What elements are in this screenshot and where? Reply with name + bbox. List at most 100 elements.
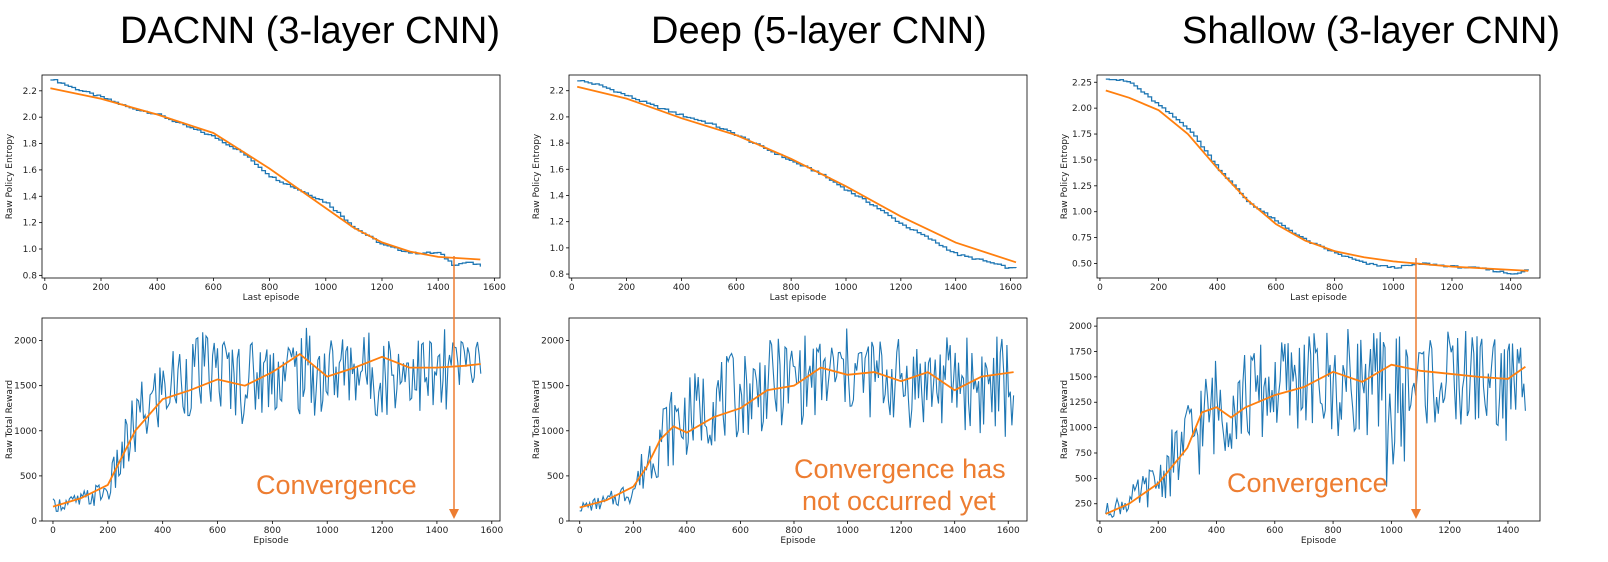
x-tick-label: 1000 xyxy=(316,526,339,536)
y-tick-label: 0 xyxy=(31,517,37,527)
x-tick-label: 400 xyxy=(149,283,166,293)
plot-area xyxy=(1096,74,1541,279)
convergence-arrow-dacnn-head xyxy=(449,509,459,519)
y-tick-label: 500 xyxy=(547,472,564,482)
x-tick-label: 1200 xyxy=(371,526,394,536)
x-tick-label: 800 xyxy=(783,283,800,293)
y-tick-label: 1.6 xyxy=(23,166,38,176)
y-tick-label: 1.8 xyxy=(550,139,565,149)
x-tick-label: 1000 xyxy=(836,526,859,536)
y-tick-label: 2000 xyxy=(14,337,37,347)
y-tick-label: 0.8 xyxy=(550,270,565,280)
y-axis-label: Raw Policy Entropy xyxy=(532,133,542,219)
y-tick-label: 500 xyxy=(20,472,37,482)
x-tick-label: 1000 xyxy=(1382,283,1405,293)
x-tick-label: 1200 xyxy=(1438,526,1461,536)
x-tick-label: 400 xyxy=(1208,526,1225,536)
series-smoothed-line xyxy=(576,85,1017,264)
x-tick-label: 1000 xyxy=(835,283,858,293)
y-axis-label: Raw Total Reward xyxy=(532,380,542,459)
charts-layer: 0 200 400 600 800 1000 1200 1400 1600 0.8 1.0 1.2 1.… xyxy=(5,74,1541,546)
series-raw-reward-line xyxy=(1105,328,1526,519)
series-smoothed-line xyxy=(52,352,481,508)
x-tick-label: 0 xyxy=(1097,283,1103,293)
y-tick-label: 2.0 xyxy=(23,113,38,123)
title-deep: Deep (5-layer CNN) xyxy=(651,10,987,52)
x-tick-label: 200 xyxy=(625,526,642,536)
y-tick-label: 2.2 xyxy=(23,87,37,97)
y-tick-label: 0.50 xyxy=(1072,260,1092,270)
x-tick-label: 1200 xyxy=(889,283,912,293)
y-tick-label: 1500 xyxy=(1069,373,1092,383)
x-tick-label: 0 xyxy=(1097,526,1103,536)
chart-deep-reward: 0 200 400 600 800 1000 1200 1400 1600 0 500 1000 150… xyxy=(532,317,1028,546)
y-axis-label: Raw Total Reward xyxy=(5,380,15,459)
x-axis-label: Last episode xyxy=(1290,293,1347,303)
y-tick-label: 2000 xyxy=(1069,322,1092,332)
annotation-dacnn: Convergence xyxy=(256,470,417,500)
y-tick-label: 1.2 xyxy=(23,219,37,229)
x-axis-label: Episode xyxy=(780,536,816,546)
y-tick-label: 0 xyxy=(558,517,564,527)
y-tick-label: 2000 xyxy=(541,337,564,347)
x-tick-label: 200 xyxy=(92,283,109,293)
x-axis-label: Last episode xyxy=(243,293,300,303)
y-tick-label: 1000 xyxy=(14,427,37,437)
annotation-shallow: Convergence xyxy=(1227,468,1388,498)
y-tick-label: 0.75 xyxy=(1072,234,1092,244)
x-tick-label: 1400 xyxy=(1499,283,1522,293)
x-tick-label: 1400 xyxy=(427,283,450,293)
y-axis-label: Raw Policy Entropy xyxy=(5,133,15,219)
y-tick-label: 1.8 xyxy=(23,140,38,150)
x-tick-label: 1000 xyxy=(1380,526,1403,536)
x-tick-label: 800 xyxy=(264,526,281,536)
y-tick-label: 1.0 xyxy=(23,245,38,255)
x-axis-label: Episode xyxy=(1301,536,1337,546)
x-tick-label: 1200 xyxy=(371,283,394,293)
y-tick-label: 1.4 xyxy=(550,191,565,201)
x-tick-label: 0 xyxy=(569,283,575,293)
x-tick-label: 1400 xyxy=(943,526,966,536)
x-tick-label: 1200 xyxy=(890,526,913,536)
x-tick-label: 600 xyxy=(205,283,222,293)
x-tick-label: 800 xyxy=(785,526,802,536)
x-tick-label: 200 xyxy=(618,283,635,293)
chart-deep-entropy: 0 200 400 600 800 1000 1200 1400 1600 0.8 1.0 1.2 1.… xyxy=(532,74,1028,303)
series-smoothed-line xyxy=(1105,363,1526,515)
y-tick-label: 1250 xyxy=(1069,398,1092,408)
y-tick-label: 0.8 xyxy=(23,271,38,281)
x-axis-label: Episode xyxy=(253,536,289,546)
x-tick-label: 1400 xyxy=(944,283,967,293)
series-smoothed-line xyxy=(50,87,481,261)
y-tick-label: 1000 xyxy=(1069,424,1092,434)
title-dacnn: DACNN (3-layer CNN) xyxy=(120,10,501,52)
x-tick-label: 200 xyxy=(1150,526,1167,536)
x-tick-label: 400 xyxy=(154,526,171,536)
x-tick-label: 0 xyxy=(50,526,56,536)
x-tick-label: 1400 xyxy=(425,526,448,536)
x-tick-label: 1200 xyxy=(1441,283,1464,293)
y-tick-label: 1.4 xyxy=(23,192,38,202)
x-tick-label: 1600 xyxy=(480,526,503,536)
x-tick-label: 400 xyxy=(1209,283,1226,293)
y-axis-label: Raw Total Reward xyxy=(1060,380,1070,459)
y-tick-label: 1.00 xyxy=(1072,208,1092,218)
y-tick-label: 500 xyxy=(1075,474,1092,484)
chart-shallow-reward: 0 200 400 600 800 1000 1200 1400 250 500 750 1000 12… xyxy=(1060,317,1541,546)
annotation-deep-line2: not occurred yet xyxy=(802,486,996,516)
x-tick-label: 1600 xyxy=(997,526,1020,536)
series-smoothed-line xyxy=(1105,89,1529,272)
x-tick-label: 1000 xyxy=(314,283,337,293)
y-tick-label: 1.2 xyxy=(550,218,564,228)
chart-shallow-entropy: 0 200 400 600 800 1000 1200 1400 0.50 0.75 1.00 1.2… xyxy=(1060,74,1541,303)
x-tick-label: 800 xyxy=(1326,283,1343,293)
x-tick-label: 600 xyxy=(1267,283,1284,293)
x-axis-label: Last episode xyxy=(770,293,827,303)
x-tick-label: 1600 xyxy=(999,283,1022,293)
y-tick-label: 2.00 xyxy=(1072,104,1092,114)
y-tick-label: 750 xyxy=(1075,449,1092,459)
y-tick-label: 1.25 xyxy=(1072,182,1092,192)
x-tick-label: 1600 xyxy=(483,283,506,293)
